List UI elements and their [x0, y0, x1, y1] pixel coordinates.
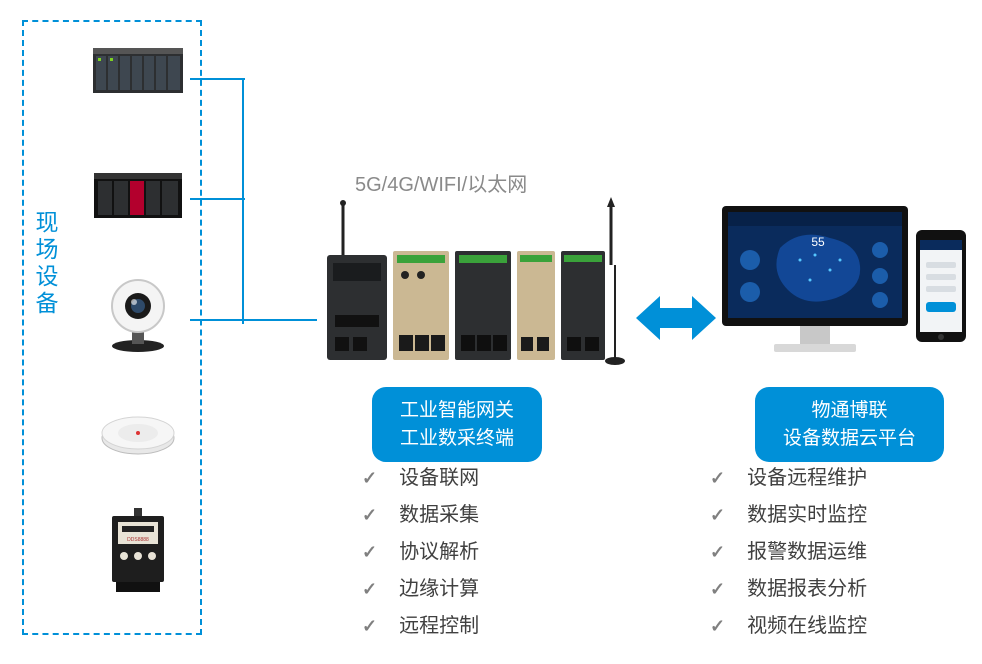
cloud-title-line2: 设备数据云平台 — [783, 425, 916, 453]
gateway-title-line1: 工业智能网关 — [400, 397, 514, 425]
gateway-feature-list: ✓ 设备联网 ✓ 数据采集 ✓ 协议解析 ✓ 边缘计算 ✓ 远程控制 — [362, 460, 479, 645]
device-column: DDS8888 — [85, 28, 190, 598]
gateway-title-pill: 工业智能网关 工业数采终端 — [372, 387, 542, 462]
feature-label: 远程控制 — [399, 608, 479, 645]
check-icon: ✓ — [362, 499, 377, 532]
device-plc-modules — [88, 148, 188, 238]
feature-label: 数据报表分析 — [747, 571, 867, 608]
feature-item: ✓ 边缘计算 — [362, 571, 479, 608]
feature-item: ✓ 远程控制 — [362, 608, 479, 645]
check-icon: ✓ — [362, 610, 377, 643]
gateway-devices — [315, 195, 635, 370]
connector-to-gateway — [242, 319, 317, 321]
connector-vertical-bus — [242, 78, 244, 324]
gateway-title-line2: 工业数采终端 — [400, 425, 514, 453]
feature-item: ✓ 设备联网 — [362, 460, 479, 497]
feature-item: ✓ 数据报表分析 — [710, 571, 867, 608]
feature-label: 边缘计算 — [399, 571, 479, 608]
feature-item: ✓ 设备远程维护 — [710, 460, 867, 497]
check-icon: ✓ — [710, 462, 725, 495]
svg-text:DDS8888: DDS8888 — [127, 537, 149, 543]
feature-item: ✓ 视频在线监控 — [710, 608, 867, 645]
check-icon: ✓ — [362, 573, 377, 606]
connector-stub-1 — [190, 78, 245, 80]
connectivity-label: 5G/4G/WIFI/以太网 — [355, 168, 527, 197]
device-meter: DDS8888 — [88, 508, 188, 598]
cloud-title-pill: 物通博联 设备数据云平台 — [755, 387, 944, 462]
feature-item: ✓ 报警数据运维 — [710, 534, 867, 571]
check-icon: ✓ — [710, 536, 725, 569]
cloud-feature-list: ✓ 设备远程维护 ✓ 数据实时监控 ✓ 报警数据运维 ✓ 数据报表分析 ✓ 视频在线监控 — [710, 460, 867, 645]
device-camera — [88, 268, 188, 358]
check-icon: ✓ — [710, 499, 725, 532]
connector-stub-3 — [190, 319, 245, 321]
feature-label: 数据实时监控 — [747, 497, 867, 534]
cloud-title-line1: 物通博联 — [783, 397, 916, 425]
check-icon: ✓ — [362, 536, 377, 569]
feature-label: 数据采集 — [399, 497, 479, 534]
feature-label: 报警数据运维 — [747, 534, 867, 571]
feature-label: 设备远程维护 — [747, 460, 867, 497]
bidirectional-arrow-icon — [636, 290, 716, 346]
check-icon: ✓ — [362, 462, 377, 495]
feature-item: ✓ 协议解析 — [362, 534, 479, 571]
feature-label: 视频在线监控 — [747, 608, 867, 645]
field-devices-label: 现场设备 — [36, 210, 62, 318]
device-plc-rack — [88, 28, 188, 118]
feature-label: 协议解析 — [399, 534, 479, 571]
cloud-platform-devices: 55 — [720, 200, 970, 375]
feature-item: ✓ 数据采集 — [362, 497, 479, 534]
feature-item: ✓ 数据实时监控 — [710, 497, 867, 534]
connector-stub-2 — [190, 198, 245, 200]
device-smoke-sensor — [88, 388, 188, 478]
check-icon: ✓ — [710, 610, 725, 643]
feature-label: 设备联网 — [399, 460, 479, 497]
check-icon: ✓ — [710, 573, 725, 606]
svg-text:55: 55 — [811, 235, 825, 249]
